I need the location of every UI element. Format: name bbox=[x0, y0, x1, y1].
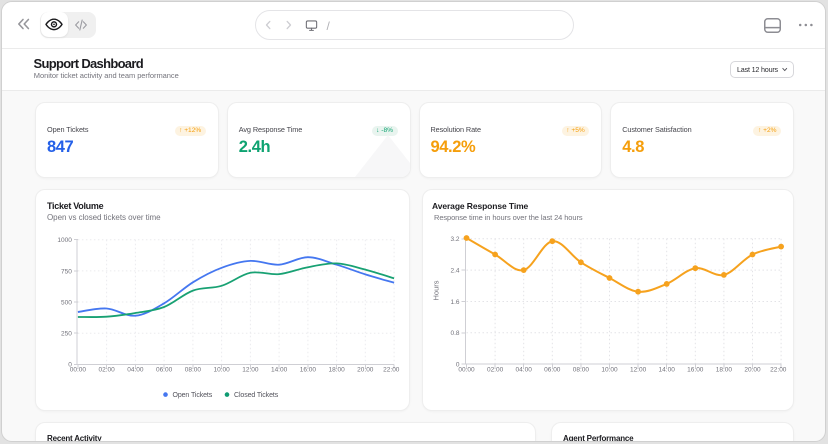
svg-text:2.4: 2.4 bbox=[450, 268, 459, 275]
svg-text:10:00: 10:00 bbox=[601, 366, 618, 373]
svg-text:Closed Tickets: Closed Tickets bbox=[234, 392, 279, 399]
svg-text:12:00: 12:00 bbox=[242, 366, 259, 373]
svg-text:14:00: 14:00 bbox=[658, 366, 675, 373]
svg-text:20:00: 20:00 bbox=[357, 366, 374, 373]
svg-text:1.6: 1.6 bbox=[450, 299, 459, 306]
svg-text:00:00: 00:00 bbox=[458, 366, 475, 373]
svg-text:500: 500 bbox=[61, 299, 72, 306]
svg-text:22:00: 22:00 bbox=[770, 366, 787, 373]
svg-text:08:00: 08:00 bbox=[184, 366, 201, 373]
svg-text:02:00: 02:00 bbox=[486, 366, 503, 373]
svg-text:08:00: 08:00 bbox=[572, 366, 589, 373]
svg-text:10:00: 10:00 bbox=[213, 366, 230, 373]
svg-text:06:00: 06:00 bbox=[544, 366, 561, 373]
svg-text:250: 250 bbox=[61, 331, 72, 338]
svg-text:750: 750 bbox=[61, 268, 72, 275]
svg-text:04:00: 04:00 bbox=[515, 366, 532, 373]
svg-text:16:00: 16:00 bbox=[299, 366, 316, 373]
svg-text:0: 0 bbox=[68, 362, 72, 369]
svg-text:3.2: 3.2 bbox=[450, 236, 459, 243]
svg-text:06:00: 06:00 bbox=[155, 366, 172, 373]
svg-text:02:00: 02:00 bbox=[98, 366, 115, 373]
svg-text:18:00: 18:00 bbox=[715, 366, 732, 373]
svg-text:Open Tickets: Open Tickets bbox=[172, 392, 212, 399]
svg-text:0.8: 0.8 bbox=[450, 330, 459, 337]
svg-text:18:00: 18:00 bbox=[328, 366, 345, 373]
svg-text:Hours: Hours bbox=[431, 280, 440, 300]
svg-text:00:00: 00:00 bbox=[69, 366, 86, 373]
svg-text:12:00: 12:00 bbox=[629, 366, 646, 373]
svg-text:22:00: 22:00 bbox=[383, 366, 400, 373]
svg-text:20:00: 20:00 bbox=[744, 366, 761, 373]
svg-text:16:00: 16:00 bbox=[687, 366, 704, 373]
svg-text:04:00: 04:00 bbox=[127, 366, 144, 373]
svg-text:1000: 1000 bbox=[57, 237, 72, 244]
svg-text:0: 0 bbox=[455, 362, 459, 369]
svg-text:14:00: 14:00 bbox=[270, 366, 287, 373]
